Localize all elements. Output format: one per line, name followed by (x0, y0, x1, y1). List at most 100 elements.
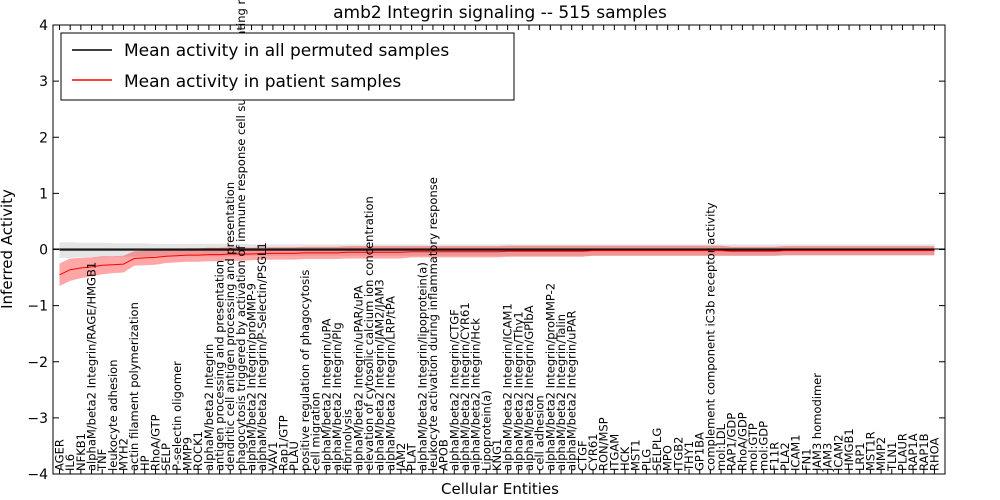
x-tick-label: RAP1A (906, 433, 920, 471)
legend-box (60, 32, 515, 101)
x-tick-label: AGER (53, 439, 67, 471)
x-tick-label: Lipoprotein(a) (479, 390, 493, 471)
x-tick-label: ROCK1 (191, 431, 205, 471)
x-axis-label: Cellular Entities (441, 480, 559, 498)
x-tick-label: CYR61 (586, 434, 600, 471)
x-tick-label: TNF (95, 449, 109, 472)
x-tick-label: cell adhesion (533, 395, 547, 471)
x-tick-label: alphaM/beta2 Integrin/RAGE/HMGB1 (85, 262, 99, 471)
x-tick-label: alphaM/beta2 Integrin/GPIbA (522, 305, 536, 471)
legend-entry-patient: Mean activity in patient samples (124, 72, 401, 92)
y-tick-label: −4 (27, 467, 48, 483)
x-tick-label: cell migration (309, 392, 323, 471)
x-tick-label: dendritic cell antigen processing and pr… (223, 182, 237, 471)
x-tick-label: TLN1 (885, 442, 899, 472)
y-tick-label: 1 (39, 186, 48, 202)
x-tick-label: IL6 (63, 454, 77, 471)
x-tick-label: HCK (618, 446, 632, 471)
x-tick-label: MYH2 (117, 438, 131, 471)
x-tick-label: F11R (767, 442, 781, 471)
x-tick-label: leukocyte adhesion (106, 360, 120, 471)
x-tick-label: alphaM/beta2 Integrin/Hck (469, 318, 483, 471)
legend-entry-permuted: Mean activity in all permuted samples (124, 41, 449, 61)
x-tick-label: MST1R (863, 431, 877, 471)
series-lines (59, 249, 935, 276)
x-tick-label: alphaM/beta2 Integrin/CYR61 (458, 302, 472, 471)
x-tick-label: alphaM/beta2 Integrin/P-Selectin/PSGL1 (255, 242, 269, 471)
x-tick-label: mol:LDL (714, 423, 728, 471)
x-tick-label: complement component iC3b receptor activ… (703, 202, 717, 471)
x-tick-label: LRP1 (853, 442, 867, 471)
x-tick-label: RHOA (927, 437, 941, 470)
x-tick-label: alphaM/beta2 Integrin/LRP/tPA (383, 296, 397, 471)
x-tick-label: JAM3 (821, 443, 835, 472)
x-tick-label: phagocytosis triggered by activation of … (234, 0, 248, 471)
x-tick-label: fibrinolysis (341, 409, 355, 471)
x-tick-label: ICAM2 (831, 434, 845, 471)
x-tick-label: mol:GTP (746, 423, 760, 471)
x-tick-label: alphaM/beta2 Integrin/uPAR/uPA (351, 285, 365, 471)
x-tick-label: VAV1 (266, 442, 280, 471)
x-tick-label: HMGB1 (842, 428, 856, 471)
x-tick-label: RhoA/GDP (735, 412, 749, 471)
x-tick-label: alphaM/beta2 Integrin/uPA (319, 318, 333, 471)
x-tick-label: alphaM/beta2 Integrin/Plg (330, 322, 344, 471)
x-tick-label: elevation of cytosolic calcium ion conce… (362, 196, 376, 471)
x-tick-label: ITGB2 (671, 436, 685, 471)
x-tick-label: alphaM/beta2 Integrin/uPAR (565, 310, 579, 471)
x-tick-label: leukocyte activation during inflammatory… (426, 177, 440, 471)
x-tick-label: JAM3 homodimer (810, 373, 824, 472)
x-tick-label: JAM2 (394, 443, 408, 472)
x-tick-label: KNG1 (490, 439, 504, 471)
x-tick-label: RAP1B (917, 433, 931, 471)
x-tick-label: MPO (661, 445, 675, 471)
x-tick-label: PLG (639, 449, 653, 471)
x-tick-label: GP1BA (693, 432, 707, 471)
x-tick-label: MST1 (629, 439, 643, 471)
x-tick-label: CTGF (575, 440, 589, 471)
x-tick-label: PLAT (405, 442, 419, 471)
x-tick-label: APOB (437, 439, 451, 471)
x-tick-label: P-selectin oligomer (170, 361, 184, 471)
x-tick-label: mol:GDP (757, 421, 771, 471)
x-tick-label: PLA2 (778, 442, 792, 471)
y-tick-label: −3 (27, 411, 48, 427)
y-tick-label: −1 (27, 299, 48, 315)
y-axis-ticks: −4 −3 −2 −1 0 1 2 3 4 (27, 18, 945, 483)
x-tick-label: SELP (159, 443, 173, 471)
legend: Mean activity in all permuted samples Me… (60, 32, 515, 101)
y-tick-label: 3 (39, 74, 48, 90)
y-tick-label: −2 (27, 355, 48, 371)
x-tick-label: antigen processing and presentation (213, 260, 227, 471)
x-tick-label: PLAUR (895, 433, 909, 471)
x-tick-label: FN1 (799, 448, 813, 471)
x-tick-label: RAP1/GDP (725, 413, 739, 471)
y-tick-label: 0 (39, 243, 48, 259)
x-tick-label: MMP2 (874, 437, 888, 471)
confidence-band-1 (59, 245, 935, 286)
x-tick-label: RhoA/GTP (149, 414, 163, 471)
x-tick-label: THY1 (682, 441, 696, 472)
x-tick-label: ICAM1 (789, 434, 803, 471)
x-tick-label: alphaM/beta2 Integrin/ICAM1 (501, 303, 515, 471)
y-tick-label: 4 (39, 18, 48, 34)
x-tick-label: ITGAM (607, 434, 621, 471)
x-tick-label: alphaM/beta2 Integrin/proMMP-9 (245, 283, 259, 471)
x-tick-label: alphaM/beta2 Integrin/JAM2/JAM3 (373, 279, 387, 471)
x-tick-label: actin filament polymerization (127, 302, 141, 471)
x-tick-label: alphaM/beta2 Integrin/lipoprotein(a) (415, 262, 429, 471)
x-tick-label: RON/MSP (597, 417, 611, 471)
x-tick-label: HP (138, 455, 152, 471)
x-tick-label: alphaM/beta2 Integrin/CTGF (447, 309, 461, 471)
x-tick-label: positive regulation of phagocytosis (298, 270, 312, 471)
y-tick-label: 2 (39, 130, 48, 146)
x-tick-label: SELPLG (650, 428, 664, 471)
x-tick-label: alphaM/beta2 Integrin/Thy1 (511, 311, 525, 471)
x-tick-label: Rap1/GTP (277, 415, 291, 471)
x-tick-label: MMP9 (181, 437, 195, 471)
x-tick-label: NFKB1 (74, 433, 88, 471)
x-tick-label: alphaM/beta2 Integrin/proMMP-2 (543, 283, 557, 471)
x-tick-label: alphaM/beta2 Integrin/Talin (554, 314, 568, 471)
